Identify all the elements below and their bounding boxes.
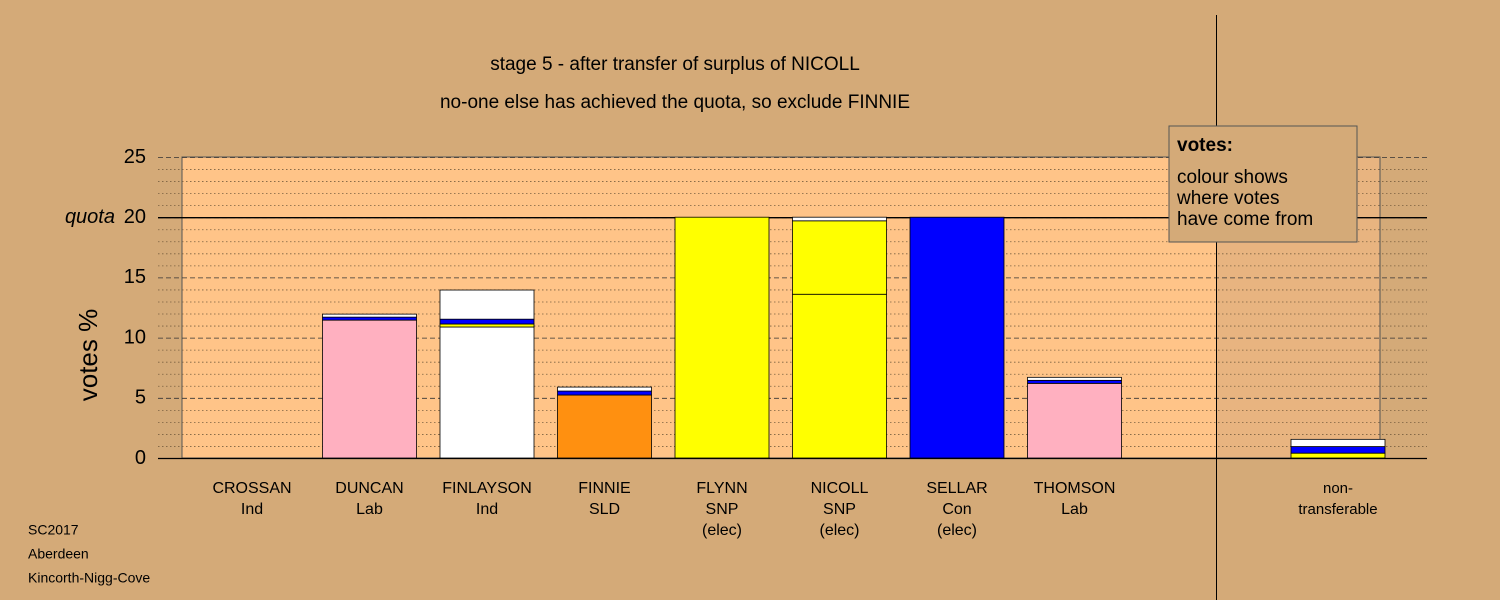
- y-tick-label: 25: [124, 146, 146, 168]
- footer-line: Aberdeen: [28, 546, 89, 562]
- legend-line: have come from: [1177, 209, 1313, 230]
- x-tick-label: THOMSON: [1034, 480, 1116, 497]
- chart-title: stage 5 - after transfer of surplus of N…: [490, 54, 860, 75]
- bar-segment: [909, 216, 1005, 459]
- x-tick-label: Ind: [476, 501, 498, 518]
- legend-box: [1168, 125, 1358, 243]
- x-tick-label: DUNCAN: [335, 480, 403, 497]
- x-tick-label: Con: [942, 501, 971, 518]
- x-tick-label: (elec): [819, 522, 859, 539]
- bar-segment: [1027, 382, 1122, 459]
- x-tick-label: (elec): [937, 522, 977, 539]
- y-tick-label: 0: [135, 447, 146, 469]
- x-tick-label: Ind: [241, 501, 263, 518]
- bar-segment: [322, 313, 417, 318]
- bar-segment: [1290, 446, 1386, 454]
- x-tick-label: Lab: [356, 501, 383, 518]
- x-tick-label: SNP: [706, 501, 739, 518]
- bar-segment: [439, 323, 535, 328]
- footer-line: Kincorth-Nigg-Cove: [28, 570, 150, 586]
- bar-segment: [557, 394, 652, 459]
- y-axis-label: votes %: [73, 309, 103, 402]
- bar-segment: [322, 319, 417, 459]
- bar-segment: [557, 390, 652, 396]
- chart-subtitle: no-one else has achieved the quota, so e…: [440, 92, 910, 113]
- y-tick-label: 10: [124, 326, 146, 348]
- quota-label: quota: [65, 206, 115, 228]
- x-tick-label: SELLAR: [926, 480, 987, 497]
- legend-title: votes:: [1177, 135, 1233, 156]
- x-tick-label: SLD: [589, 501, 620, 518]
- bar-segment: [557, 386, 652, 392]
- bar-segment: [1027, 376, 1122, 381]
- legend-line: colour shows: [1177, 167, 1288, 188]
- bar-segment: [439, 326, 535, 459]
- bar-segment: [792, 216, 887, 222]
- x-tick-label: non-: [1323, 480, 1353, 497]
- x-tick-label: SNP: [823, 501, 856, 518]
- x-tick-label: NICOLL: [811, 480, 869, 497]
- legend-line: where votes: [1176, 188, 1279, 209]
- bars: CROSSAN Ind DUNCAN Lab FINLAYSON Ind FINNIE SLD…: [212, 216, 1386, 539]
- x-tick-label: CROSSAN: [212, 480, 291, 497]
- y-tick-label: 5: [135, 387, 146, 409]
- x-tick-label: FINNIE: [578, 480, 630, 497]
- bar-segment: [792, 293, 887, 459]
- bar-segment: [1027, 379, 1122, 384]
- bar-segment: [439, 318, 535, 325]
- x-tick-label: FINLAYSON: [442, 480, 532, 497]
- bar-segment: [792, 220, 887, 295]
- x-tick-label: FLYNN: [696, 480, 747, 497]
- y-tick-label: 15: [124, 266, 146, 288]
- bar-segment: [439, 289, 535, 320]
- y-tick-label: 20: [124, 206, 146, 228]
- bar-segment: [322, 316, 417, 321]
- x-tick-label: transferable: [1298, 501, 1377, 518]
- footer-line: SC2017: [28, 522, 79, 538]
- x-tick-label: (elec): [702, 522, 742, 539]
- bar-segment: [674, 216, 770, 459]
- bar-segment: [1290, 452, 1386, 459]
- x-tick-label: Lab: [1061, 501, 1088, 518]
- footer: SC2017 Aberdeen Kincorth-Nigg-Cove: [28, 522, 150, 586]
- bar-segment: [1290, 438, 1386, 447]
